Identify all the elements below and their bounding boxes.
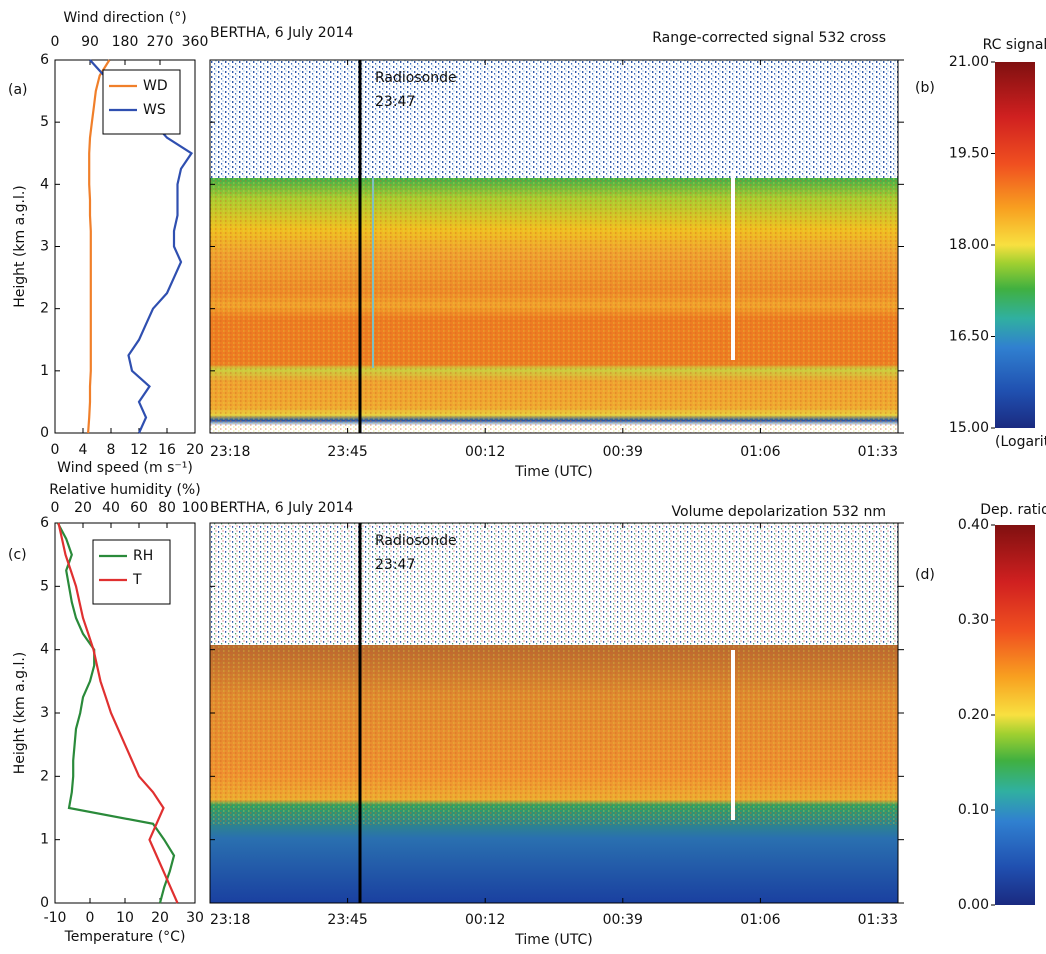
x-tick-label: 00:12: [465, 444, 505, 460]
x-axis-label: Time (UTC): [514, 464, 592, 480]
x2-tick-label: 20: [74, 500, 92, 516]
y-tick-label: 6: [40, 515, 49, 531]
x-tick-label: 0: [51, 442, 60, 458]
colorbar-tick-label: 16.50: [949, 329, 989, 345]
chart-title: BERTHA, 6 July 2014: [210, 25, 353, 41]
x2-tick-label: 180: [112, 34, 139, 50]
x-tick-label: 30: [186, 910, 204, 926]
panel-label: (c): [8, 547, 27, 563]
lidar-image: [210, 523, 898, 903]
x-tick-label: 4: [79, 442, 88, 458]
x2-axis-label: Wind direction (°): [63, 10, 186, 26]
panel-label: (a): [8, 82, 28, 98]
profile-line: [57, 522, 179, 904]
y-tick-label: 5: [40, 114, 49, 130]
y-tick-label: 2: [40, 768, 49, 784]
x-tick-label: 00:12: [465, 912, 505, 928]
y-tick-label: 6: [40, 52, 49, 68]
x-tick-label: 23:45: [327, 912, 367, 928]
x-axis-label: Temperature (°C): [64, 929, 186, 945]
y-tick-label: 0: [40, 895, 49, 911]
x-tick-label: 16: [158, 442, 176, 458]
colorbar-tick-label: 0.10: [958, 802, 989, 818]
x2-tick-label: 360: [182, 34, 209, 50]
panel-label: (d): [915, 567, 935, 583]
x-tick-label: 12: [130, 442, 148, 458]
colorbar: [995, 62, 1035, 428]
x-tick-label: 01:06: [740, 912, 780, 928]
y-tick-label: 1: [40, 363, 49, 379]
y-tick-label: 4: [40, 642, 49, 658]
colorbar-title: RC signal: [983, 37, 1046, 53]
annotation: Radiosonde: [375, 533, 457, 549]
x2-tick-label: 80: [158, 500, 176, 516]
legend-label: WS: [143, 102, 166, 118]
x2-tick-label: 270: [147, 34, 174, 50]
profile-line: [56, 522, 176, 904]
y-tick-label: 5: [40, 578, 49, 594]
y-tick-label: 4: [40, 176, 49, 192]
x-axis-label: Time (UTC): [514, 932, 592, 948]
chart-subtitle: Range-corrected signal 532 cross: [652, 30, 886, 46]
x-tick-label: -10: [44, 910, 67, 926]
x-tick-label: 00:39: [603, 444, 643, 460]
x-tick-label: 20: [186, 442, 204, 458]
x-tick-label: 23:45: [327, 444, 367, 460]
colorbar-tick-label: 19.50: [949, 146, 989, 162]
x-tick-label: 00:39: [603, 912, 643, 928]
x-tick-label: 23:18: [210, 444, 250, 460]
y-tick-label: 0: [40, 425, 49, 441]
x2-tick-label: 100: [182, 500, 209, 516]
chart-title: BERTHA, 6 July 2014: [210, 500, 353, 516]
legend-label: T: [132, 572, 142, 588]
x-axis-label: Wind speed (m s⁻¹): [57, 460, 193, 476]
x-tick-label: 0: [86, 910, 95, 926]
x2-tick-label: 40: [102, 500, 120, 516]
x-tick-label: 8: [107, 442, 116, 458]
x-tick-label: 01:06: [740, 444, 780, 460]
legend-box: [92, 539, 171, 605]
x2-tick-label: 0: [51, 34, 60, 50]
colorbar-tick-label: 0.30: [958, 612, 989, 628]
y-tick-label: 3: [40, 705, 49, 721]
colorbar-tick-label: 0.00: [958, 897, 989, 913]
annotation: 23:47: [375, 94, 415, 110]
colorbar-tick-label: 15.00: [949, 420, 989, 436]
y-tick-label: 3: [40, 239, 49, 255]
profile-line: [87, 59, 111, 434]
y-tick-label: 2: [40, 301, 49, 317]
colorbar-tick-label: 0.40: [958, 517, 989, 533]
legend-label: WD: [143, 78, 168, 94]
x-tick-label: 01:33: [858, 444, 898, 460]
lidar-image: [210, 60, 898, 433]
panel-label: (b): [915, 80, 935, 96]
chart-subtitle: Volume depolarization 532 nm: [672, 504, 886, 520]
legend-label: RH: [133, 548, 153, 564]
x-tick-label: 01:33: [858, 912, 898, 928]
colorbar: [995, 525, 1035, 905]
y-tick-label: 1: [40, 832, 49, 848]
x-tick-label: 20: [151, 910, 169, 926]
colorbar-tick-label: 18.00: [949, 237, 989, 253]
x2-tick-label: 0: [51, 500, 60, 516]
colorbar-tick-label: 0.20: [958, 707, 989, 723]
x2-tick-label: 60: [130, 500, 148, 516]
legend-box: [102, 69, 181, 135]
x2-axis-label: Relative humidity (%): [49, 482, 200, 498]
colorbar-tick-label: 21.00: [949, 54, 989, 70]
x-tick-label: 23:18: [210, 912, 250, 928]
x2-tick-label: 90: [81, 34, 99, 50]
annotation: 23:47: [375, 557, 415, 573]
x-tick-label: 10: [116, 910, 134, 926]
y-axis-label: Height (km a.g.l.): [12, 652, 28, 775]
y-axis-label: Height (km a.g.l.): [12, 185, 28, 308]
colorbar-title: Dep. ratio: [980, 502, 1046, 518]
annotation: Radiosonde: [375, 70, 457, 86]
colorbar-note: (Logarithm of data): [995, 434, 1046, 450]
